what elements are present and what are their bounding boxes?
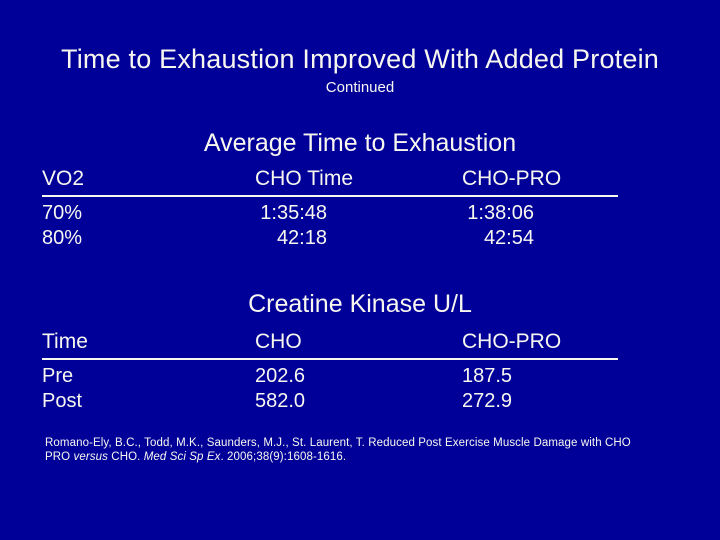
table-2-heading: Creatine Kinase U/L bbox=[248, 290, 472, 318]
cell-cho: 202.6 bbox=[255, 365, 306, 387]
table-1-heading: Average Time to Exhaustion bbox=[203, 129, 517, 157]
row-label: 70% bbox=[42, 202, 83, 224]
cell-value: 1:38:06 bbox=[467, 202, 534, 224]
column-header-vo2: VO2 bbox=[42, 167, 85, 190]
row-label: Pre bbox=[42, 365, 74, 387]
cell-cho-time: 1:35:48 bbox=[255, 201, 462, 226]
cell-cho-time: 42:18 bbox=[255, 226, 462, 251]
column-header-cho: CHO bbox=[255, 330, 302, 353]
table-row: 80% 42:18 42:54 bbox=[42, 226, 618, 251]
table-header-row: Time CHO CHO-PRO bbox=[42, 329, 618, 360]
cell-cho-pro: 1:38:06 bbox=[462, 201, 618, 226]
citation-journal: Med Sci Sp Ex bbox=[143, 450, 221, 463]
slide-subtitle: Continued bbox=[325, 79, 395, 96]
time-to-exhaustion-table: VO2 CHO Time CHO-PRO 70% 1:35:48 1:38:06… bbox=[42, 166, 618, 251]
column-header-cho-time: CHO Time bbox=[255, 167, 354, 190]
row-label: 80% bbox=[42, 227, 83, 249]
table-body: Pre 202.6 187.5 Post 582.0 272.9 bbox=[42, 364, 618, 414]
cell-value: 42:54 bbox=[483, 227, 534, 249]
citation-line2-end: . 2006;38(9):1608-1616. bbox=[220, 450, 347, 463]
creatine-kinase-table: Time CHO CHO-PRO Pre 202.6 187.5 Post 58… bbox=[42, 329, 618, 414]
citation-line1: Romano-Ely, B.C., Todd, M.K., Saunders, … bbox=[45, 437, 631, 449]
cell-value: 1:35:48 bbox=[260, 202, 327, 224]
citation: Romano-Ely, B.C., Todd, M.K., Saunders, … bbox=[45, 437, 670, 464]
row-label: Post bbox=[42, 390, 83, 412]
citation-versus: versus bbox=[73, 450, 108, 463]
table-header-row: VO2 CHO Time CHO-PRO bbox=[42, 166, 618, 197]
table-body: 70% 1:35:48 1:38:06 80% 42:18 42:54 bbox=[42, 201, 618, 251]
cell-cho: 582.0 bbox=[255, 390, 306, 412]
column-header-cho-pro: CHO-PRO bbox=[462, 330, 562, 353]
citation-line2-pre: PRO bbox=[45, 450, 74, 463]
table-row: Post 582.0 272.9 bbox=[42, 389, 618, 414]
slide-title: Time to Exhaustion Improved With Added P… bbox=[61, 44, 659, 74]
cell-cho-pro: 187.5 bbox=[462, 365, 513, 387]
table-row: Pre 202.6 187.5 bbox=[42, 364, 618, 389]
cell-value: 42:18 bbox=[276, 227, 327, 249]
table-row: 70% 1:35:48 1:38:06 bbox=[42, 201, 618, 226]
column-header-time: Time bbox=[42, 330, 88, 353]
column-header-cho-pro: CHO-PRO bbox=[462, 167, 562, 190]
citation-line2-mid: CHO. bbox=[108, 450, 144, 463]
cell-cho-pro: 272.9 bbox=[462, 390, 513, 412]
cell-cho-pro: 42:54 bbox=[462, 226, 618, 251]
